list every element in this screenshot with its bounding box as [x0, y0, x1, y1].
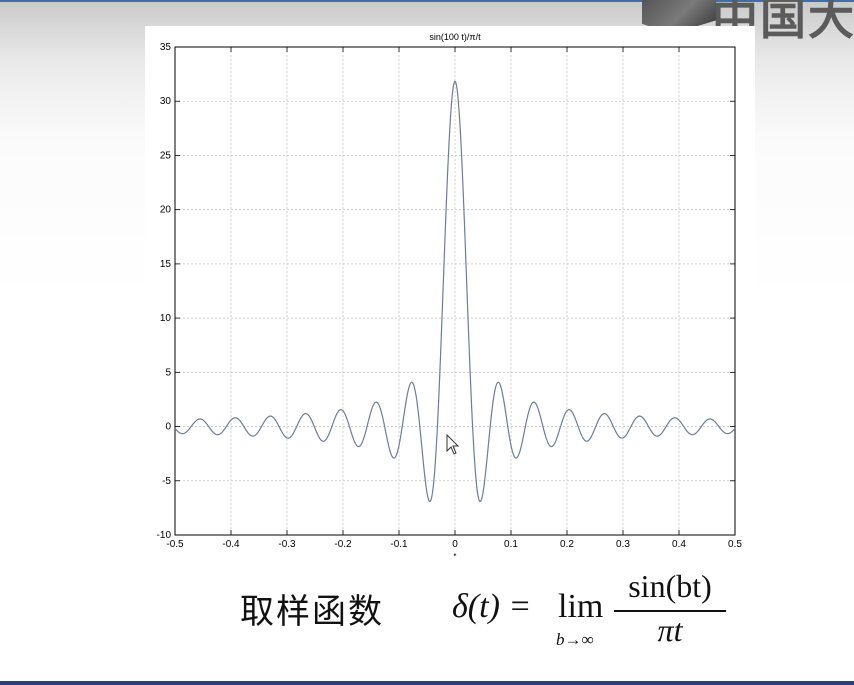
x-tick-labels: -0.5 -0.4 -0.3 -0.2 -0.1 0 0.1 0.2 0.3 0.4 0.5 [166, 539, 742, 550]
sinc-chart: sin(100 t)/π/t -0.5 -0.4 -0.3 -0.2 -0.1 0 0.1 0… [157, 32, 743, 556]
grid [174, 46, 736, 536]
x-tick-label: 0.2 [560, 539, 574, 550]
x-tick-label: 0.1 [504, 539, 518, 550]
x-tick-label: -0.2 [334, 539, 352, 550]
plot-frame [174, 46, 736, 536]
x-tick-label: -0.4 [222, 539, 240, 550]
y-tick-label: 5 [165, 367, 171, 378]
y-tick-label: 0 [165, 422, 171, 433]
formula-lhs: δ(t) = [452, 588, 532, 625]
x-tick-label: -0.3 [278, 539, 296, 550]
x-tick-label: -0.5 [166, 539, 184, 550]
x-tick-label: -0.1 [390, 539, 408, 550]
y-tick-label: -5 [162, 476, 171, 487]
chart-panel: sin(100 t)/π/t -0.5 -0.4 -0.3 -0.2 -0.1 0 0.1 0… [145, 26, 755, 556]
top-accent-line [0, 0, 854, 2]
y-tick-label: -10 [157, 530, 172, 541]
y-tick-label: 20 [160, 205, 172, 216]
formula-fraction: sin(bt) πt [612, 568, 728, 658]
y-tick-label: 15 [160, 259, 172, 270]
caption-label: 取样函数 [240, 592, 384, 632]
bottom-accent-line [0, 681, 854, 685]
mouse-pointer-icon [446, 434, 460, 455]
x-tick-label: 0 [452, 539, 458, 550]
axes [174, 46, 736, 536]
y-tick-labels: -10 -5 0 5 10 15 20 25 30 35 [157, 42, 172, 541]
y-tick-label: 25 [160, 150, 172, 161]
formula-limit: lim [558, 588, 604, 625]
caption: 取样函数 δ(t) = lim b→∞ sin(bt) πt [240, 568, 800, 654]
formula-denominator: πt [657, 612, 683, 648]
series-line [174, 80, 736, 503]
x-tick-label: 0.5 [728, 539, 742, 550]
fraction-bar [614, 610, 726, 612]
formula-limit-subscript: b→∞ [556, 630, 594, 649]
y-tick-label: 30 [160, 96, 172, 107]
x-axis-label: t [454, 552, 457, 556]
x-tick-label: 0.4 [672, 539, 686, 550]
x-tick-label: 0.3 [616, 539, 630, 550]
y-tick-label: 10 [160, 313, 172, 324]
y-tick-label: 35 [160, 42, 172, 53]
formula-numerator: sin(bt) [628, 568, 712, 604]
chart-title: sin(100 t)/π/t [429, 32, 481, 42]
